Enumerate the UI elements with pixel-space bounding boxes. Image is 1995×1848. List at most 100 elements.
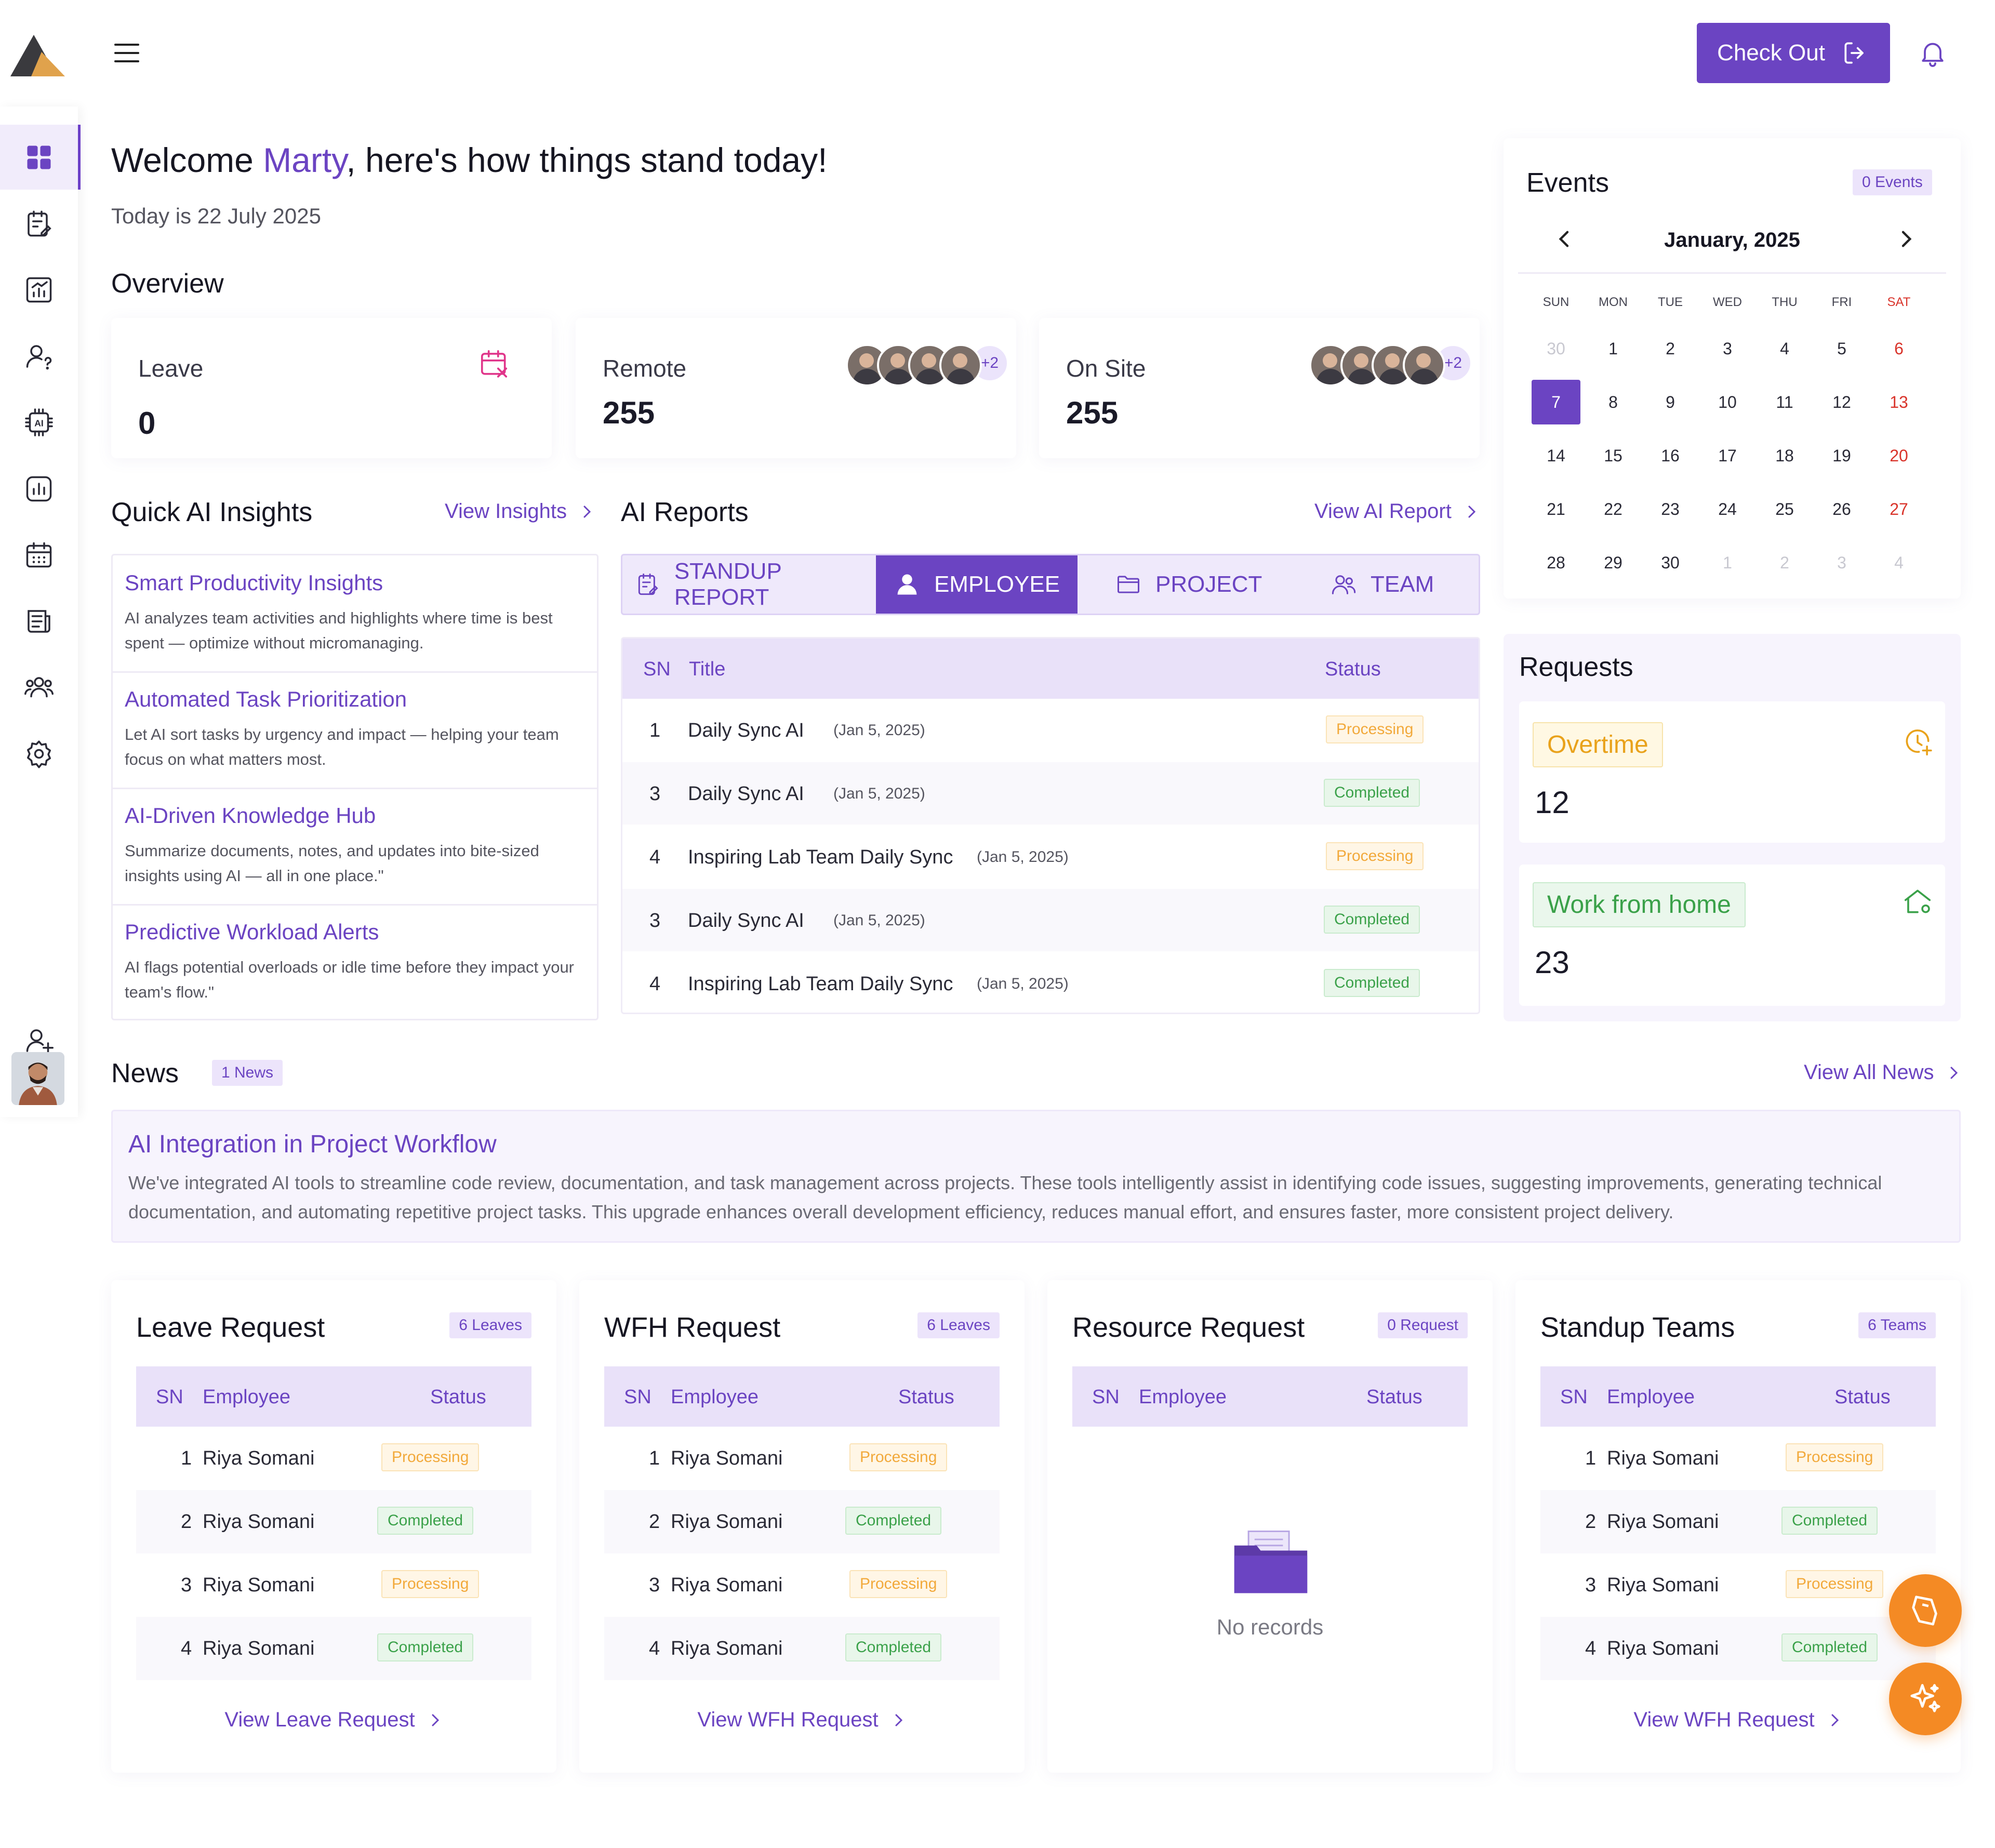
avatar [1340, 344, 1383, 387]
tab-project[interactable]: PROJECT [1115, 555, 1271, 614]
row-title: Daily Sync AI [688, 720, 804, 741]
check-out-button[interactable]: Check Out [1697, 23, 1890, 83]
insights-title: Quick AI Insights [111, 497, 313, 527]
calendar-day[interactable]: 18 [1775, 446, 1794, 465]
calendar-day[interactable]: 8 [1608, 392, 1618, 411]
insight-item[interactable]: Smart Productivity Insights AI analyzes … [111, 555, 598, 673]
avatar-group[interactable]: +2 [1309, 344, 1472, 387]
calendar-day[interactable]: 3 [1837, 553, 1846, 572]
calendar-day[interactable]: 30 [1661, 553, 1680, 572]
tab-standup-report[interactable]: STANDUP REPORT [635, 555, 874, 614]
row-sn: 3 [649, 1574, 660, 1596]
calendar-day[interactable]: 23 [1661, 499, 1680, 518]
calendar-day[interactable]: 3 [1723, 339, 1732, 358]
bell-icon[interactable] [1917, 36, 1948, 70]
sidebar-item-dashboard[interactable] [0, 125, 81, 190]
tab-team[interactable]: TEAM [1330, 555, 1465, 614]
sidebar-item-analytics[interactable] [0, 257, 78, 322]
status-badge: Processing [381, 1443, 480, 1471]
calendar-day[interactable]: 30 [1547, 339, 1565, 358]
app-logo[interactable] [10, 32, 68, 79]
calendar-day[interactable]: 25 [1775, 499, 1794, 518]
calendar-day[interactable]: 17 [1718, 446, 1737, 465]
calendar-day[interactable]: 10 [1718, 392, 1737, 411]
calendar-day[interactable]: 2 [1780, 553, 1789, 572]
column-header-employee: Employee [203, 1386, 290, 1408]
sidebar-item-tasks[interactable] [0, 191, 78, 256]
calendar-day[interactable]: 14 [1547, 446, 1565, 465]
row-date: (Jan 5, 2025) [833, 912, 925, 929]
sidebar-item-news[interactable] [0, 589, 78, 654]
calendar-day[interactable]: 29 [1604, 553, 1622, 572]
sidebar-item-user-help[interactable] [0, 324, 78, 389]
calendar-day[interactable]: 6 [1894, 339, 1904, 358]
ai-report-tabs: STANDUP REPORT EMPLOYEE PROJECT TEAM [621, 554, 1480, 615]
menu-toggle-icon[interactable] [113, 41, 140, 65]
calendar-icon [26, 542, 52, 567]
calendar-day[interactable]: 4 [1780, 339, 1789, 358]
request-card-overtime[interactable]: Overtime 12 [1519, 701, 1945, 843]
sidebar-item-ai[interactable]: AI [0, 390, 78, 455]
view-request-link[interactable]: View WFH Request [1515, 1708, 1961, 1732]
calendar-day[interactable]: 28 [1547, 553, 1565, 572]
row-employee: Riya Somani [671, 1574, 783, 1596]
column-header-sn: SN [624, 1386, 651, 1408]
tab-employee[interactable]: EMPLOYEE [876, 555, 1078, 614]
calendar-day[interactable]: 5 [1837, 339, 1846, 358]
calendar-day[interactable]: 21 [1547, 499, 1565, 518]
calendar-day[interactable]: 1 [1723, 553, 1732, 572]
view-all-news-link[interactable]: View All News [1804, 1061, 1962, 1084]
feedback-fab[interactable] [1889, 1574, 1962, 1647]
calendar-day[interactable]: 26 [1832, 499, 1851, 518]
calendar-month: January, 2025 [1664, 229, 1800, 251]
ai-assistant-fab[interactable] [1889, 1663, 1962, 1735]
status-badge: Processing [1786, 1570, 1884, 1598]
row-sn: 3 [649, 783, 661, 805]
overview-title: Overview [111, 269, 224, 299]
sidebar-item-calendar[interactable] [0, 522, 78, 587]
calendar-day[interactable]: 9 [1666, 392, 1675, 411]
calendar-day[interactable]: 11 [1776, 392, 1793, 411]
calendar-day[interactable]: 1 [1608, 339, 1618, 358]
chevron-right-icon [583, 506, 591, 517]
sidebar-item-reports[interactable] [0, 456, 78, 521]
view-request-link[interactable]: View WFH Request [579, 1708, 1025, 1732]
column-header-sn: SN [643, 658, 671, 680]
calendar-day[interactable]: 27 [1890, 499, 1908, 518]
calendar-day[interactable]: 7 [1532, 380, 1580, 424]
insight-title: Predictive Workload Alerts [125, 920, 379, 944]
calendar-day[interactable]: 22 [1604, 499, 1622, 518]
calendar-day[interactable]: 2 [1666, 339, 1675, 358]
next-month-icon[interactable] [1895, 229, 1916, 249]
calendar-day[interactable]: 15 [1604, 446, 1622, 465]
insight-title: Smart Productivity Insights [125, 570, 383, 595]
insight-item[interactable]: Predictive Workload Alerts AI flags pote… [111, 904, 598, 1020]
calendar-day[interactable]: 12 [1832, 392, 1851, 411]
news-item[interactable]: AI Integration in Project Workflow We've… [111, 1110, 1961, 1243]
avatar-group[interactable]: +2 [846, 344, 1009, 387]
calendar-day[interactable]: 19 [1832, 446, 1851, 465]
calendar-day[interactable]: 16 [1661, 446, 1680, 465]
calendar-day[interactable]: 20 [1890, 446, 1908, 465]
view-insights-label: View Insights [445, 500, 567, 523]
request-card-wfh[interactable]: Work from home 23 [1519, 865, 1945, 1006]
avatar[interactable] [11, 1052, 64, 1105]
team-icon [1332, 575, 1356, 594]
card-title: Leave Request [136, 1312, 325, 1343]
card-title: WFH Request [604, 1312, 781, 1343]
sidebar-item-settings[interactable] [0, 721, 78, 786]
calendar-day[interactable]: 24 [1718, 499, 1737, 518]
add-user-icon [26, 1029, 54, 1053]
insight-item[interactable]: AI-Driven Knowledge Hub Summarize docume… [111, 788, 598, 906]
insight-description: Let AI sort tasks by urgency and impact … [125, 725, 559, 768]
view-request-link[interactable]: View Leave Request [111, 1708, 556, 1732]
sidebar-item-team[interactable] [0, 655, 78, 720]
requests-panel: Requests Overtime 12 Work from home 23 [1504, 634, 1961, 1021]
sidebar-item-add-user[interactable] [0, 1008, 78, 1073]
insight-item[interactable]: Automated Task Prioritization Let AI sor… [111, 671, 598, 789]
calendar-day[interactable]: 13 [1890, 392, 1908, 411]
view-ai-report-link[interactable]: View AI Report [1314, 500, 1480, 523]
prev-month-icon[interactable] [1554, 229, 1575, 249]
view-insights-link[interactable]: View Insights [445, 500, 595, 523]
calendar-day[interactable]: 4 [1894, 553, 1904, 572]
